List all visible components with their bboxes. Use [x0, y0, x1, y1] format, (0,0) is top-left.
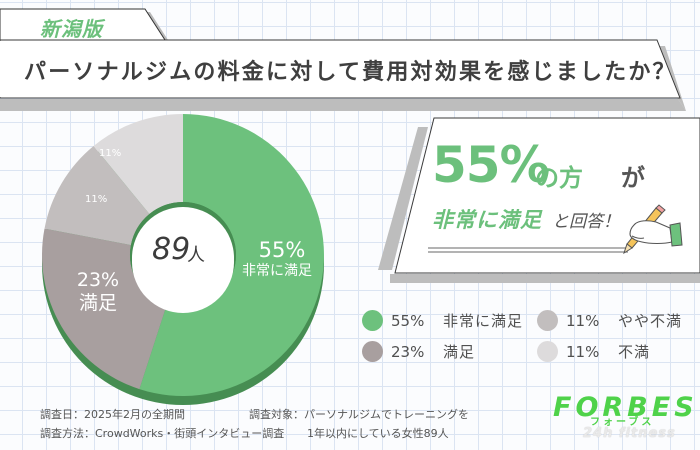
slice-dissatisfied[interactable]: [93, 114, 183, 214]
logo-wordmark: FORBES: [553, 392, 698, 423]
legend-pct: 11%: [566, 342, 600, 361]
survey-target-line2: 1年以内にしている女性89人: [307, 427, 449, 440]
logo-kana: フォーブス: [590, 417, 655, 428]
legend-swatch: [537, 310, 558, 331]
donut-center-unit: 人: [187, 245, 205, 266]
region-tab: 新潟版: [40, 17, 103, 41]
callout-suffix-gray: が: [621, 164, 645, 192]
legend-swatch: [362, 341, 383, 362]
slice-satisfied[interactable]: [42, 228, 167, 390]
slice-label-satisfied-pct: 23%: [76, 269, 120, 291]
slice-label-somewhat-dissatisfied: 11%: [85, 194, 108, 205]
legend-label: やや不満: [618, 312, 683, 330]
callout-answer-suffix: と回答！: [552, 212, 620, 232]
legend-item-satisfied: 23% 満足: [362, 341, 475, 362]
legend-item-dissatisfied: 11% 不満: [537, 341, 650, 362]
legend-swatch: [537, 341, 558, 362]
legend-label: 満足: [443, 343, 476, 361]
survey-method: 調査方法：CrowdWorks・街頭インタビュー調査: [40, 427, 285, 440]
legend-label: 不満: [618, 343, 651, 361]
callout-suffix-green: の方: [535, 164, 583, 192]
callout-percent: 55%: [432, 136, 550, 194]
legend-label: 非常に満足: [443, 312, 524, 330]
legend-swatch: [362, 310, 383, 331]
legend-pct: 23%: [391, 342, 425, 361]
survey-target-line1: 調査対象：パーソナルジムでトレーニングを: [249, 408, 469, 421]
survey-date: 調査日：2025年2月の全期間: [40, 408, 185, 421]
page-title: パーソナルジムの料金に対して費用対効果を感じましたか？: [24, 60, 677, 85]
slice-very-satisfied[interactable]: [139, 114, 324, 396]
slice-label-dissatisfied: 11%: [99, 148, 122, 159]
legend-pct: 11%: [566, 311, 600, 330]
slice-label-very-satisfied-pct: 55%: [258, 238, 306, 262]
slice-somewhat-dissatisfied[interactable]: [44, 146, 150, 246]
legend-item-somewhat-dissatisfied: 11% やや不満: [537, 310, 682, 331]
callout-answer: 非常に満足: [432, 208, 542, 232]
legend-pct: 55%: [391, 311, 425, 330]
slice-label-very-satisfied: 非常に満足: [242, 263, 312, 279]
donut-center-count: 89: [152, 232, 191, 267]
legend-item-very-satisfied: 55% 非常に満足: [362, 310, 523, 331]
logo-subtitle: 24h fitness: [583, 426, 676, 441]
slice-label-satisfied: 満足: [78, 292, 117, 314]
